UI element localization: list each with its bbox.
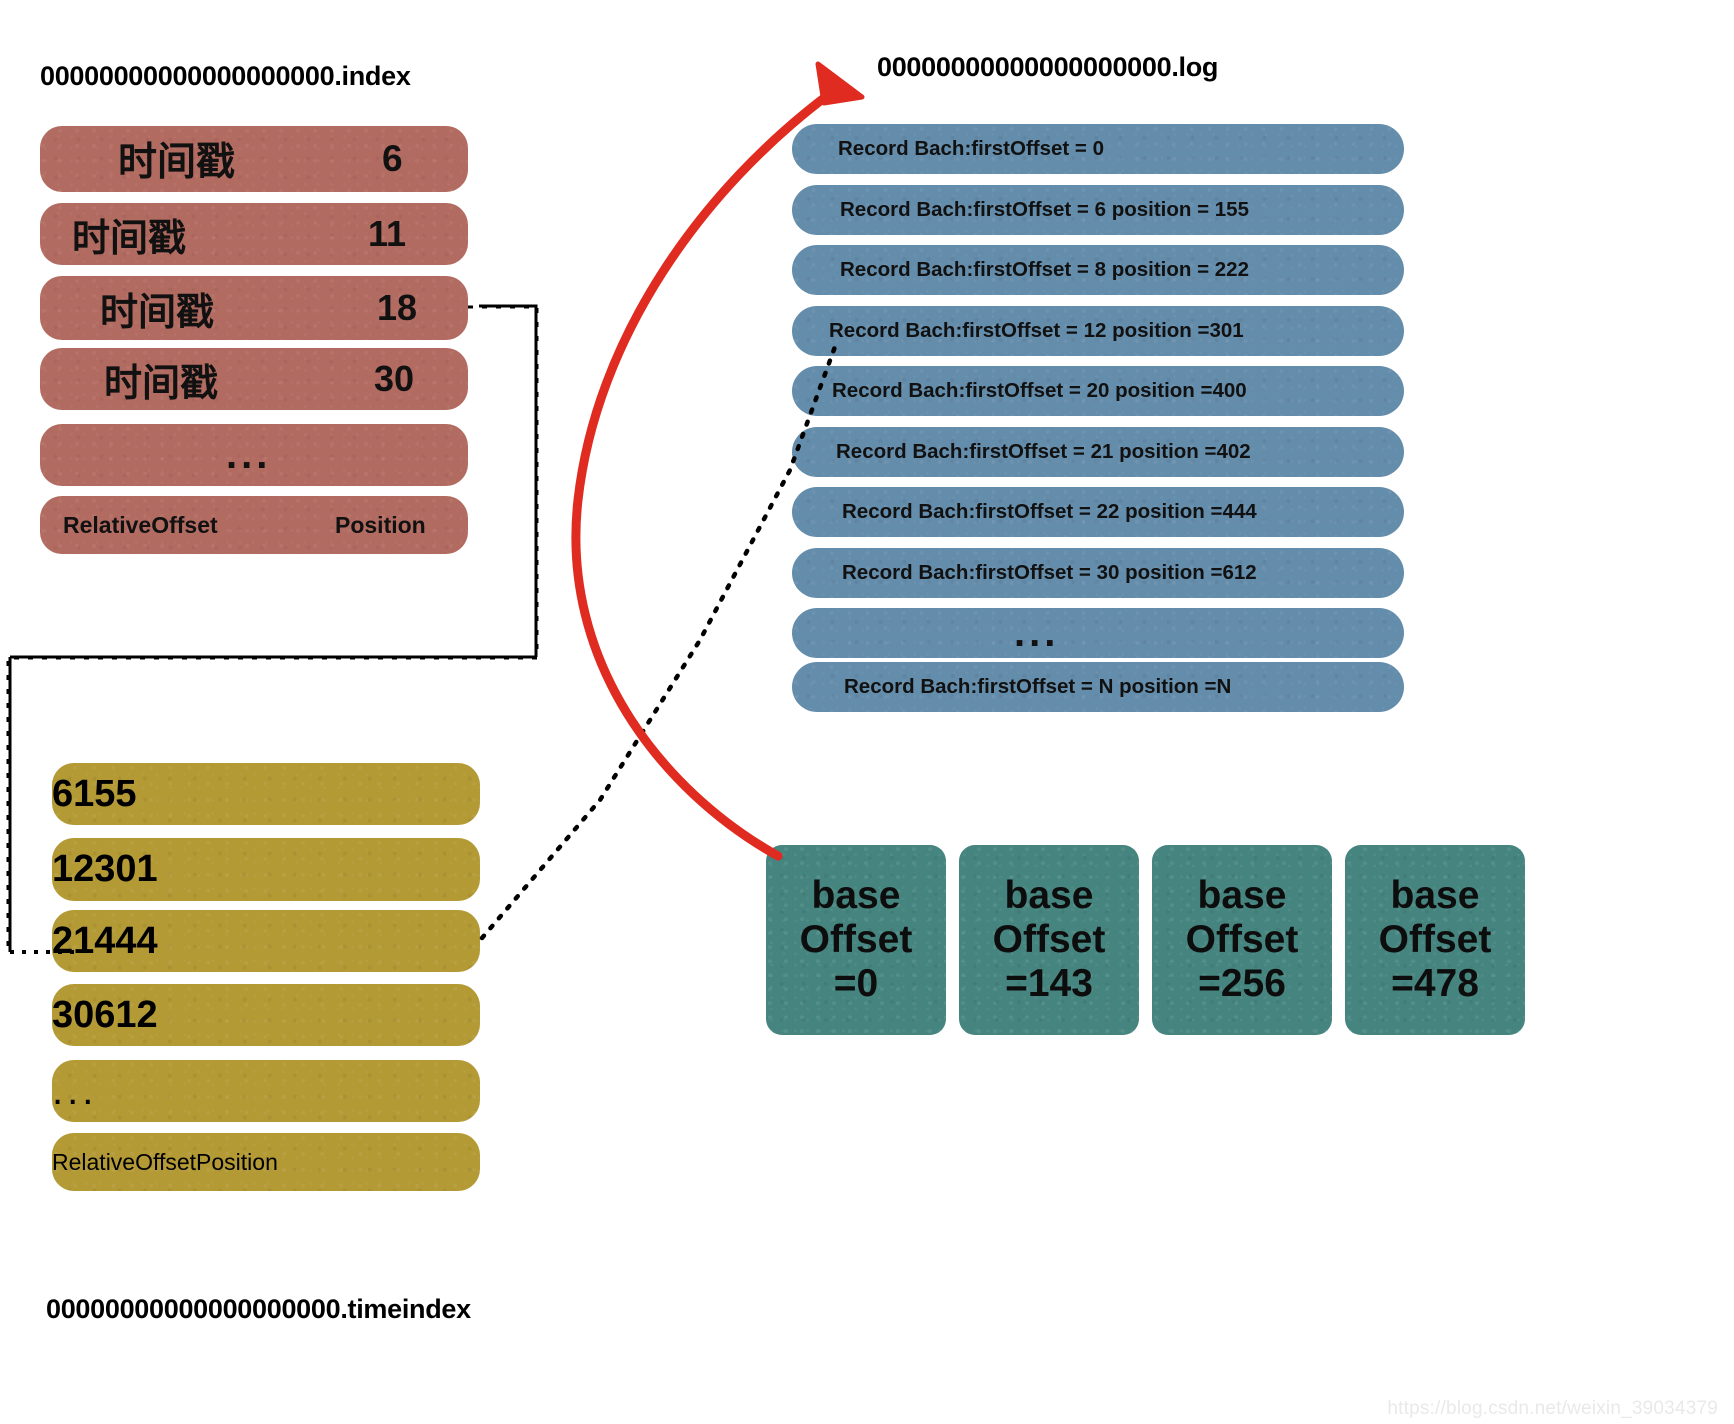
index-row-value: 30 — [374, 358, 415, 399]
segment-line-1: base — [1197, 874, 1287, 918]
timeindex-file-title: 00000000000000000000.timeindex — [46, 1294, 471, 1324]
segment-line-3: =256 — [1198, 961, 1286, 1005]
timeindex-header-row: RelativeOffset Position — [52, 1133, 480, 1191]
ellipsis-label: ... — [52, 1068, 98, 1113]
log-record-row[interactable]: Record Bach:firstOffset = 30 position =6… — [792, 548, 1404, 598]
timeindex-row-position: 612 — [94, 993, 158, 1036]
index-row-label: 时间戳 — [72, 217, 187, 260]
segment-line-2: Offset — [1378, 918, 1492, 962]
index-row[interactable]: 时间戳 6 — [40, 126, 468, 192]
log-record-row[interactable]: Record Bach:firstOffset = N position =N — [792, 662, 1404, 712]
log-record-row[interactable]: Record Bach:firstOffset = 12 position =3… — [792, 306, 1404, 356]
segment-box[interactable]: base Offset =0 — [766, 845, 946, 1035]
index-row-label: 时间戳 — [104, 362, 219, 405]
segment-box[interactable]: base Offset =143 — [959, 845, 1139, 1035]
timeindex-header-position: Position — [196, 1148, 278, 1175]
segment-to-log-arrowhead-stroke — [815, 61, 865, 106]
index-header-relativeoffset: RelativeOffset — [63, 511, 218, 538]
timeindex-row-position: 444 — [94, 919, 158, 962]
index-bracket-solid — [479, 304, 538, 657]
log-record-row[interactable]: Record Bach:firstOffset = 0 — [792, 124, 1404, 174]
log-record-row[interactable]: Record Bach:firstOffset = 20 position =4… — [792, 366, 1404, 416]
index-row[interactable]: 时间戳 11 — [40, 203, 468, 265]
segment-line-2: Offset — [1185, 918, 1299, 962]
segment-to-log-arrowhead — [818, 63, 864, 102]
index-header-row: RelativeOffset Position — [40, 496, 468, 554]
index-header-position: Position — [335, 511, 426, 538]
segment-box[interactable]: base Offset =478 — [1345, 845, 1525, 1035]
timeindex-row-offset: 12 — [52, 848, 95, 890]
log-record-row[interactable]: Record Bach:firstOffset = 22 position =4… — [792, 487, 1404, 537]
log-record-text: Record Bach:firstOffset = 30 position =6… — [842, 561, 1257, 584]
log-record-text: Record Bach:firstOffset = 22 position =4… — [842, 500, 1257, 523]
timeindex-row[interactable]: 12 301 — [52, 838, 480, 901]
log-record-text: Record Bach:firstOffset = 12 position =3… — [829, 319, 1244, 342]
ellipsis-label: ... — [226, 432, 272, 477]
segment-line-2: Offset — [799, 918, 913, 962]
index-row-label: 时间戳 — [100, 291, 215, 334]
segment-line-1: base — [1004, 874, 1094, 918]
log-record-text: Record Bach:firstOffset = 6 position = 1… — [840, 198, 1249, 221]
index-file-title: 00000000000000000000.index — [40, 61, 411, 91]
timeindex-row[interactable]: 30 612 — [52, 984, 480, 1046]
timeindex-row[interactable]: 21 444 — [52, 910, 480, 972]
timeindex-row-offset: 30 — [52, 993, 95, 1036]
log-record-text: Record Bach:firstOffset = 21 position =4… — [836, 440, 1251, 463]
timeindex-row-position: 301 — [94, 848, 158, 890]
timeindex-row-offset: 6 — [52, 772, 74, 815]
segment-box[interactable]: base Offset =256 — [1152, 845, 1332, 1035]
segment-line-2: Offset — [992, 918, 1106, 962]
log-record-text: Record Bach:firstOffset = 8 position = 2… — [840, 258, 1249, 281]
timeindex-row-offset: 21 — [52, 919, 95, 962]
segment-line-3: =143 — [1005, 961, 1093, 1005]
timeindex-row[interactable]: 6 155 — [52, 763, 480, 825]
index-row-label: 时间戳 — [118, 141, 236, 184]
watermark: https://blog.csdn.net/weixin_39034379 — [1387, 1398, 1718, 1419]
segment-line-1: base — [1390, 874, 1480, 918]
log-record-row[interactable]: Record Bach:firstOffset = 6 position = 1… — [792, 185, 1404, 235]
ellipsis-label: ... — [1014, 610, 1060, 655]
log-file-title: 00000000000000000000.log — [877, 52, 1219, 82]
segment-line-3: =478 — [1391, 961, 1479, 1005]
log-record-row[interactable]: Record Bach:firstOffset = 21 position =4… — [792, 427, 1404, 477]
timeindex-row-ellipsis: ... — [52, 1060, 480, 1122]
timeindex-header-relativeoffset: RelativeOffset — [52, 1148, 197, 1175]
index-row-ellipsis: ... — [40, 424, 468, 486]
index-row-value: 18 — [377, 287, 418, 328]
index-row[interactable]: 时间戳 18 — [40, 276, 468, 340]
log-record-row[interactable]: Record Bach:firstOffset = 8 position = 2… — [792, 245, 1404, 295]
log-record-text: Record Bach:firstOffset = 20 position =4… — [832, 379, 1247, 402]
timeindex-row-position: 155 — [73, 772, 137, 815]
log-record-text: Record Bach:firstOffset = N position =N — [844, 675, 1232, 698]
segment-line-3: =0 — [833, 961, 879, 1005]
segment-line-1: base — [811, 874, 901, 918]
index-row-value: 6 — [382, 138, 403, 179]
log-record-row-ellipsis: ... — [792, 608, 1404, 658]
index-row-value: 11 — [368, 213, 407, 254]
log-record-text: Record Bach:firstOffset = 0 — [838, 137, 1104, 160]
index-row[interactable]: 时间戳 30 — [40, 348, 468, 410]
